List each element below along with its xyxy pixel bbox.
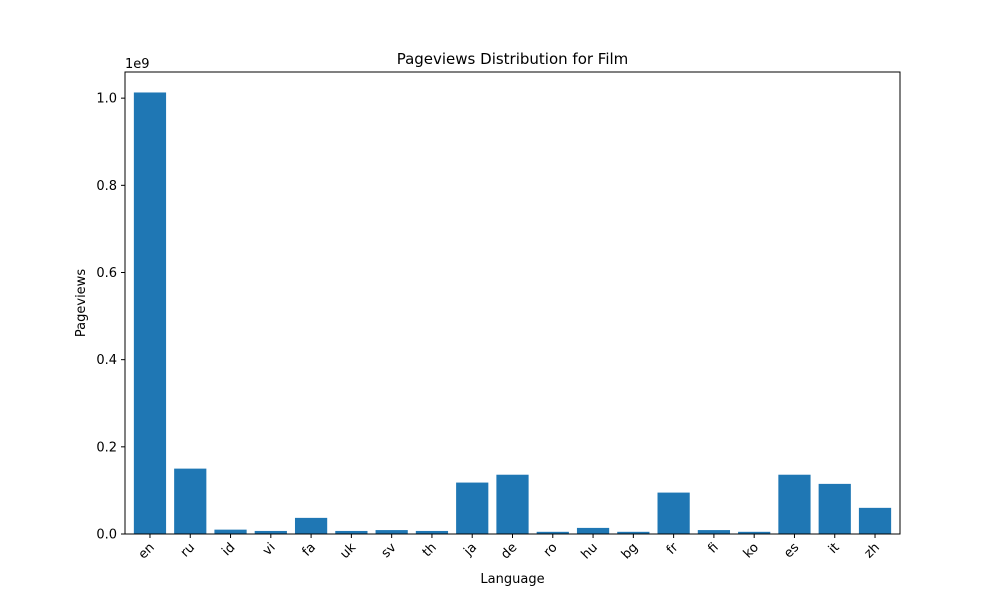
bar-hu: [576, 527, 610, 534]
bar-es: [778, 474, 811, 534]
bar-ro: [536, 531, 569, 534]
y-axis-label: Pageviews: [74, 269, 89, 337]
y-tick-label: 1.0: [96, 92, 117, 107]
bar-id: [214, 529, 247, 534]
bar-fr: [657, 492, 690, 534]
y-multiplier-label: 1e9: [125, 57, 150, 72]
bar-bg: [617, 531, 650, 534]
y-tick-label: 0.8: [96, 179, 117, 194]
y-tick-label: 0.4: [96, 353, 117, 368]
x-axis-label: Language: [480, 572, 544, 587]
chart-title: Pageviews Distribution for Film: [397, 50, 629, 68]
bar-fi: [697, 530, 731, 534]
bar-th: [415, 530, 449, 534]
y-tick-label: 0.6: [96, 266, 117, 281]
bar-ja: [456, 482, 489, 534]
bar-ko: [738, 531, 771, 534]
bar-vi: [254, 530, 287, 534]
y-tick-label: 0.2: [96, 440, 117, 455]
bar-it: [818, 483, 851, 534]
bar-de: [496, 474, 529, 534]
bar-fa: [294, 517, 328, 534]
bar-en: [133, 92, 167, 534]
bar-sv: [375, 530, 408, 534]
y-tick-label: 0.0: [96, 528, 117, 543]
bar-ru: [174, 468, 207, 534]
bar-uk: [335, 530, 368, 534]
bar-zh: [858, 507, 892, 534]
plot-area: 0.00.20.40.60.81.0en ru id vi fa uk sv th ja de ro…: [96, 71, 901, 563]
